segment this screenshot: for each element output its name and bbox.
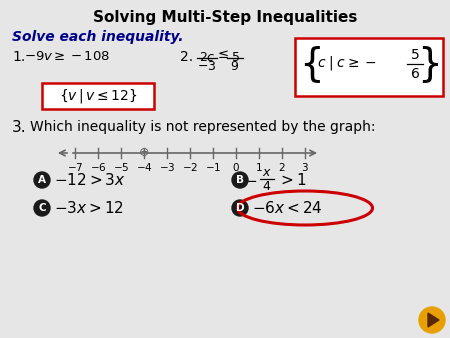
Text: $-5$: $-5$ (113, 161, 129, 173)
Text: 3.: 3. (12, 120, 27, 135)
Text: $-9v \geq -108$: $-9v \geq -108$ (24, 50, 110, 63)
Text: Solve each inequality.: Solve each inequality. (12, 30, 184, 44)
Text: $-7$: $-7$ (67, 161, 83, 173)
Text: $6$: $6$ (410, 67, 420, 81)
Circle shape (34, 172, 50, 188)
Text: $0$: $0$ (232, 161, 240, 173)
Text: $-$: $-$ (244, 172, 257, 188)
Text: $-6x < 24$: $-6x < 24$ (252, 200, 323, 216)
Text: $-3$: $-3$ (159, 161, 175, 173)
Circle shape (419, 307, 445, 333)
Text: A: A (38, 175, 46, 185)
Bar (42, 83, 154, 109)
Text: $-6$: $-6$ (90, 161, 106, 173)
Text: $\{$: $\{$ (299, 45, 321, 86)
Text: $c\;|\;c \geq -$: $c\;|\;c \geq -$ (317, 54, 376, 72)
Bar (295, 38, 443, 96)
Text: Solving Multi-Step Inequalities: Solving Multi-Step Inequalities (93, 10, 357, 25)
Text: $\}$: $\}$ (417, 45, 439, 86)
Text: 1.: 1. (12, 50, 25, 64)
Text: $-1$: $-1$ (205, 161, 221, 173)
Circle shape (34, 200, 50, 216)
Text: C: C (38, 203, 46, 213)
Text: $\{v\,|\,v \leq 12\}$: $\{v\,|\,v \leq 12\}$ (59, 87, 137, 105)
Text: B: B (236, 175, 244, 185)
Circle shape (232, 172, 248, 188)
Text: $> 1$: $> 1$ (278, 172, 307, 188)
Text: 2.: 2. (180, 50, 193, 64)
Text: $5$: $5$ (410, 48, 420, 62)
Text: Which inequality is not represented by the graph:: Which inequality is not represented by t… (30, 120, 375, 134)
Circle shape (232, 200, 248, 216)
Text: $2c$: $2c$ (198, 51, 216, 64)
Text: $-12 > 3x$: $-12 > 3x$ (54, 172, 126, 188)
Polygon shape (428, 313, 439, 327)
Text: $5$: $5$ (230, 51, 239, 64)
Text: $x$: $x$ (262, 167, 272, 179)
Text: D: D (236, 203, 244, 213)
Text: $3$: $3$ (301, 161, 309, 173)
Text: $9$: $9$ (230, 60, 239, 73)
Text: $-2$: $-2$ (182, 161, 198, 173)
Text: $4$: $4$ (262, 180, 272, 193)
Text: $-3x > 12$: $-3x > 12$ (54, 200, 124, 216)
Text: $-4$: $-4$ (135, 161, 153, 173)
Text: $1$: $1$ (255, 161, 263, 173)
Text: $\leq$: $\leq$ (215, 48, 229, 62)
Text: $\oplus$: $\oplus$ (138, 146, 150, 160)
Text: $2$: $2$ (278, 161, 286, 173)
Text: $-3$: $-3$ (197, 60, 217, 73)
